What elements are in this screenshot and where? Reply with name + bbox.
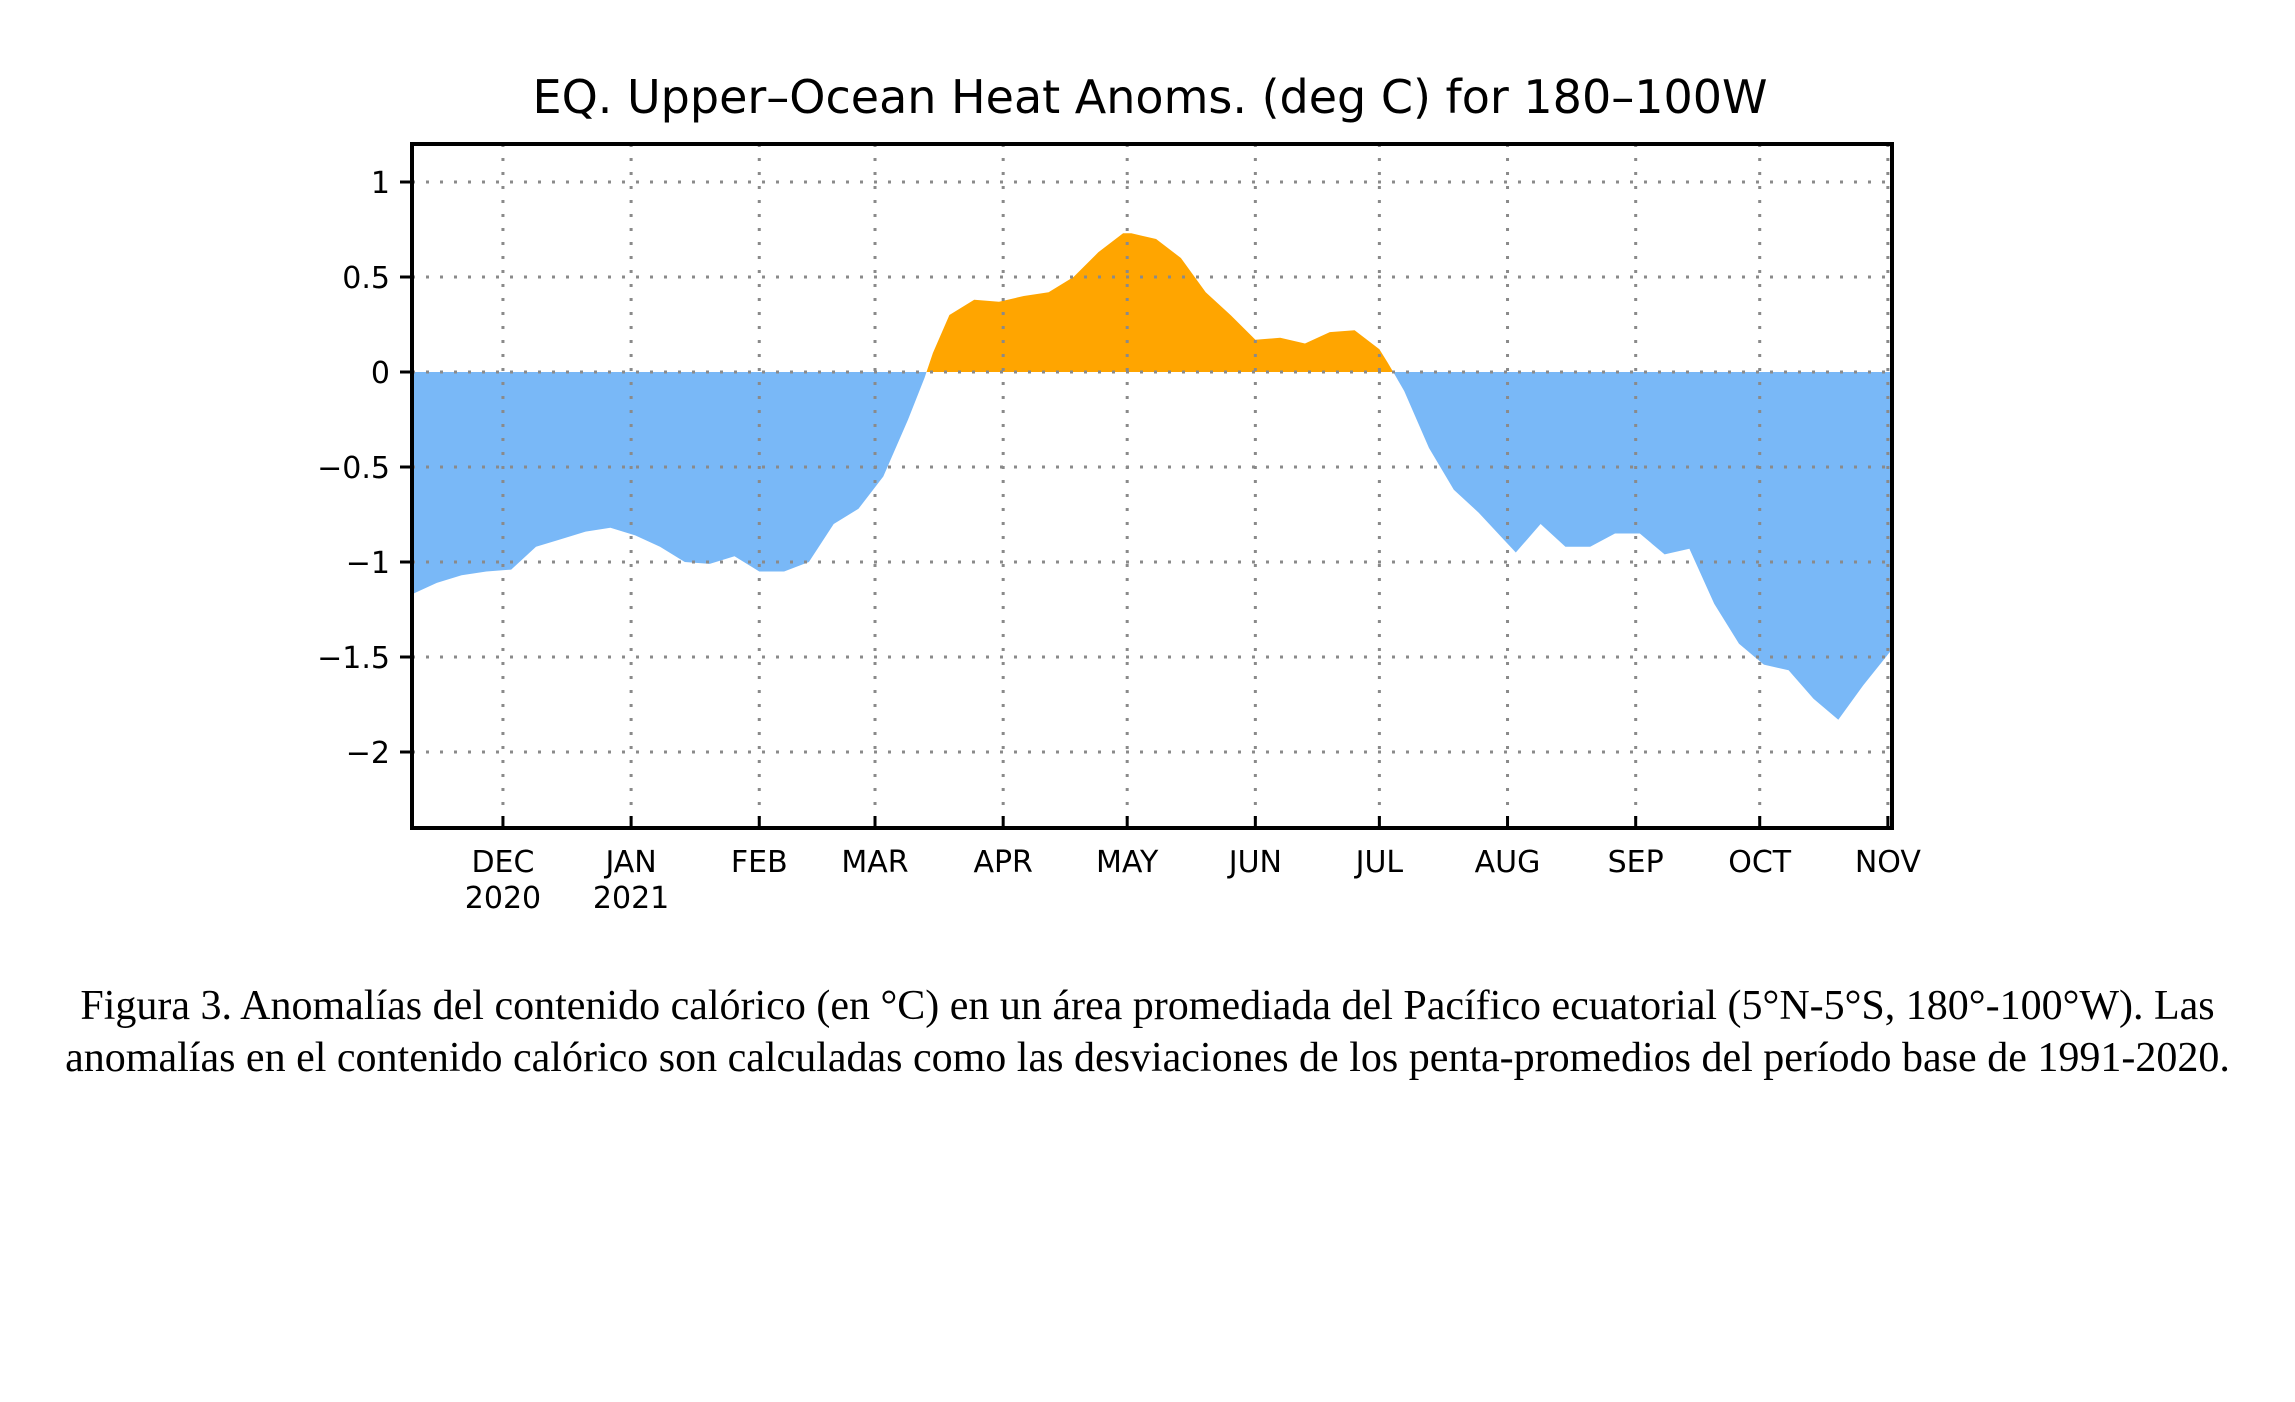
positive-anomaly-area-1 (926, 233, 1394, 372)
y-tick-label-0: 1 (371, 166, 390, 201)
x-tick-label-5: MAY (1096, 845, 1159, 880)
x-tick-label-3: MAR (841, 845, 908, 880)
x-tick-label-8: AUG (1475, 845, 1541, 880)
chart-grid (412, 144, 1892, 828)
x-tick-label-0: DEC (471, 845, 534, 880)
x-tick-label-4: APR (973, 845, 1032, 880)
y-tick-label-4: −1 (346, 546, 390, 581)
y-tick-label-5: −1.5 (317, 641, 390, 676)
plot-frame (410, 142, 1894, 830)
anomaly-fills (412, 233, 1892, 720)
x-tick-label-11: NOV (1855, 845, 1922, 880)
negative-anomaly-area-2 (1393, 372, 1892, 720)
y-tick-label-6: −2 (346, 736, 390, 771)
figure-caption: Figura 3. Anomalías del contenido calóri… (65, 983, 2230, 1081)
y-tick-label-3: −0.5 (317, 451, 390, 486)
chart-title: EQ. Upper–Ocean Heat Anoms. (deg C) for … (533, 70, 1768, 124)
y-tick-label-1: 0.5 (342, 261, 390, 296)
x-tick-label-9: SEP (1608, 845, 1664, 880)
x-year-label-1: 2021 (593, 881, 669, 916)
negative-anomaly-area-0 (412, 372, 927, 595)
heat-anomaly-chart: EQ. Upper–Ocean Heat Anoms. (deg C) for … (317, 70, 1922, 916)
y-tick-label-2: 0 (371, 356, 390, 391)
x-tick-label-1: JAN (603, 845, 656, 880)
x-tick-label-2: FEB (731, 845, 788, 880)
x-tick-label-6: JUN (1227, 845, 1282, 880)
x-tick-label-10: OCT (1728, 845, 1792, 880)
x-tick-label-7: JUL (1354, 845, 1404, 880)
y-axis: 1 0.5 0 −0.5 −1 −1.5 −2 (317, 166, 412, 771)
x-year-label-0: 2020 (465, 881, 541, 916)
